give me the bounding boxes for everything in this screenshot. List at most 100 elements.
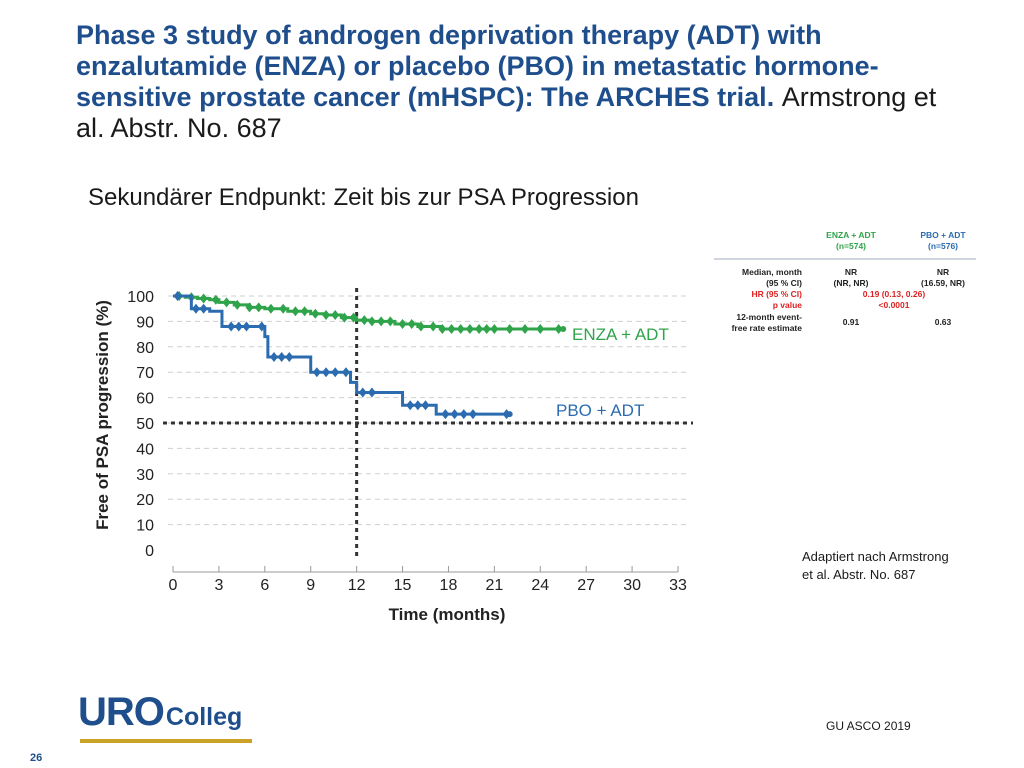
logo-uro: URO [78, 690, 165, 734]
censor-mark-pbo [322, 367, 331, 378]
stats-hr-p: 0.19 (0.13, 0.26) <0.0001 [834, 289, 954, 311]
stats-header-pbo-name: PBO + ADT [920, 230, 966, 240]
x-tick-label: 18 [440, 577, 458, 594]
censor-mark-pbo [331, 367, 340, 378]
stats-table: ENZA + ADT (n=574) PBO + ADT (n=576) Med… [714, 228, 976, 340]
slide-title: Phase 3 study of androgen deprivation th… [76, 20, 956, 144]
censor-mark-enza [398, 318, 407, 329]
reference-lines [163, 288, 693, 556]
censor-mark-enza [322, 310, 331, 321]
censor-mark-pbo [450, 409, 459, 420]
stats-p-value: <0.0001 [878, 300, 910, 310]
x-tick-label: 21 [485, 577, 503, 594]
x-tick-label: 12 [348, 577, 366, 594]
censor-mark-enza [520, 324, 529, 335]
stats-pbo-median: NR (16.59, NR) [900, 267, 986, 289]
stats-header-enza-name: ENZA + ADT [826, 230, 876, 240]
censor-mark-enza [554, 324, 563, 335]
censor-mark-enza [490, 324, 499, 335]
censor-mark-pbo [191, 303, 200, 314]
censor-mark-enza [536, 324, 545, 335]
title-author: Armstrong et al. Abstr. No. 687 [76, 82, 937, 143]
stats-label-hr: HR (95 % CI) p value [751, 289, 802, 311]
stats-label-median: Median, month (95 % CI) [742, 267, 802, 289]
censor-mark-enza [349, 312, 358, 323]
x-tick-label: 30 [623, 577, 641, 594]
uro-colleg-logo: UROColleg [78, 690, 242, 735]
stats-label-12m-1: 12-month event- [736, 312, 802, 322]
stats-label-hr-text: HR (95 % CI) [751, 289, 802, 299]
censor-mark-pbo [173, 291, 182, 301]
censor-mark-enza [475, 324, 484, 335]
x-tick-label: 24 [531, 577, 549, 594]
censor-mark-enza [377, 316, 386, 327]
stats-header-pbo: PBO + ADT (n=576) [900, 230, 986, 252]
series-label-enza: ENZA + ADT [572, 325, 669, 344]
x-tick-label: 9 [306, 577, 315, 594]
stats-enza-median-ci: (NR, NR) [833, 278, 869, 288]
stats-label-p-text: p value [772, 300, 802, 310]
censor-mark-pbo [358, 387, 367, 398]
censor-mark-enza [340, 312, 349, 323]
censor-mark-pbo [199, 303, 208, 314]
censor-mark-enza [456, 324, 465, 335]
stats-label-median-1: Median, month [742, 267, 802, 277]
censor-mark-pbo [406, 400, 415, 411]
censor-mark-pbo [421, 400, 430, 411]
censor-mark-pbo [234, 321, 243, 332]
y-tick-label: 90 [136, 314, 154, 331]
stats-header-pbo-n: (n=576) [928, 241, 958, 251]
series-label-pbo: PBO + ADT [556, 401, 644, 420]
page-number: 26 [30, 752, 43, 764]
x-axis: 0 3 6 9 12 15 18 21 24 27 30 33 [169, 566, 687, 594]
source-note-line1: Adaptiert nach Armstrong [802, 549, 949, 564]
censor-mark-enza [266, 303, 275, 314]
censor-mark-enza [360, 315, 369, 326]
censor-mark-enza [311, 308, 320, 319]
censor-mark-enza [416, 321, 425, 332]
censor-mark-enza [505, 324, 514, 335]
x-axis-title: Time (months) [389, 605, 506, 624]
censor-mark-enza [199, 293, 208, 304]
stats-enza-median-value: NR [844, 267, 858, 277]
logo-underline [80, 739, 252, 743]
censor-mark-pbo [459, 409, 468, 420]
stats-pbo-12m: 0.63 [934, 317, 952, 327]
y-tick-label: 70 [136, 365, 154, 382]
stats-label-12m-2: free rate estimate [731, 323, 802, 333]
source-note: Adaptiert nach Armstrong et al. Abstr. N… [802, 548, 972, 584]
censor-mark-pbo [277, 351, 286, 362]
censor-mark-enza [211, 294, 220, 305]
x-tick-label: 33 [669, 577, 687, 594]
stats-pbo-median-ci: (16.59, NR) [921, 278, 965, 288]
censor-mark-enza [222, 297, 231, 308]
x-tick-label: 15 [394, 577, 412, 594]
conference-label: GU ASCO 2019 [826, 719, 911, 733]
censor-mark-enza [386, 316, 395, 327]
y-tick-label: 20 [136, 492, 154, 509]
y-tick-label: 60 [136, 391, 154, 408]
stats-enza-12m: 0.91 [842, 317, 860, 327]
x-tick-label: 3 [214, 577, 223, 594]
source-note-line2: et al. Abstr. No. 687 [802, 567, 916, 582]
censor-mark-pbo [367, 387, 376, 398]
censor-mark-enza [438, 324, 447, 335]
censor-mark-enza [367, 316, 376, 327]
censor-mark-enza [300, 306, 309, 317]
y-axis-title: Free of PSA progression (%) [93, 300, 112, 530]
stats-header-enza-n: (n=574) [836, 241, 866, 251]
censor-mark-pbo [270, 351, 278, 362]
censor-mark-enza [233, 299, 242, 310]
series-line-pbo [173, 294, 510, 416]
censor-mark-pbo [312, 367, 321, 378]
censor-mark-enza [331, 310, 340, 321]
stats-label-12m: 12-month event- free rate estimate [732, 312, 802, 334]
title-main: Phase 3 study of androgen deprivation th… [76, 20, 879, 112]
series-end-pbo [506, 411, 513, 418]
series-end-enza [560, 326, 567, 333]
censor-mark-enza [465, 324, 474, 335]
stats-rows: Median, month (95 % CI) HR (95 % CI) p v… [714, 260, 976, 340]
stats-hr-value: 0.19 (0.13, 0.26) [862, 289, 926, 299]
censor-mark-pbo [341, 367, 350, 378]
censor-mark-pbo [468, 409, 477, 420]
